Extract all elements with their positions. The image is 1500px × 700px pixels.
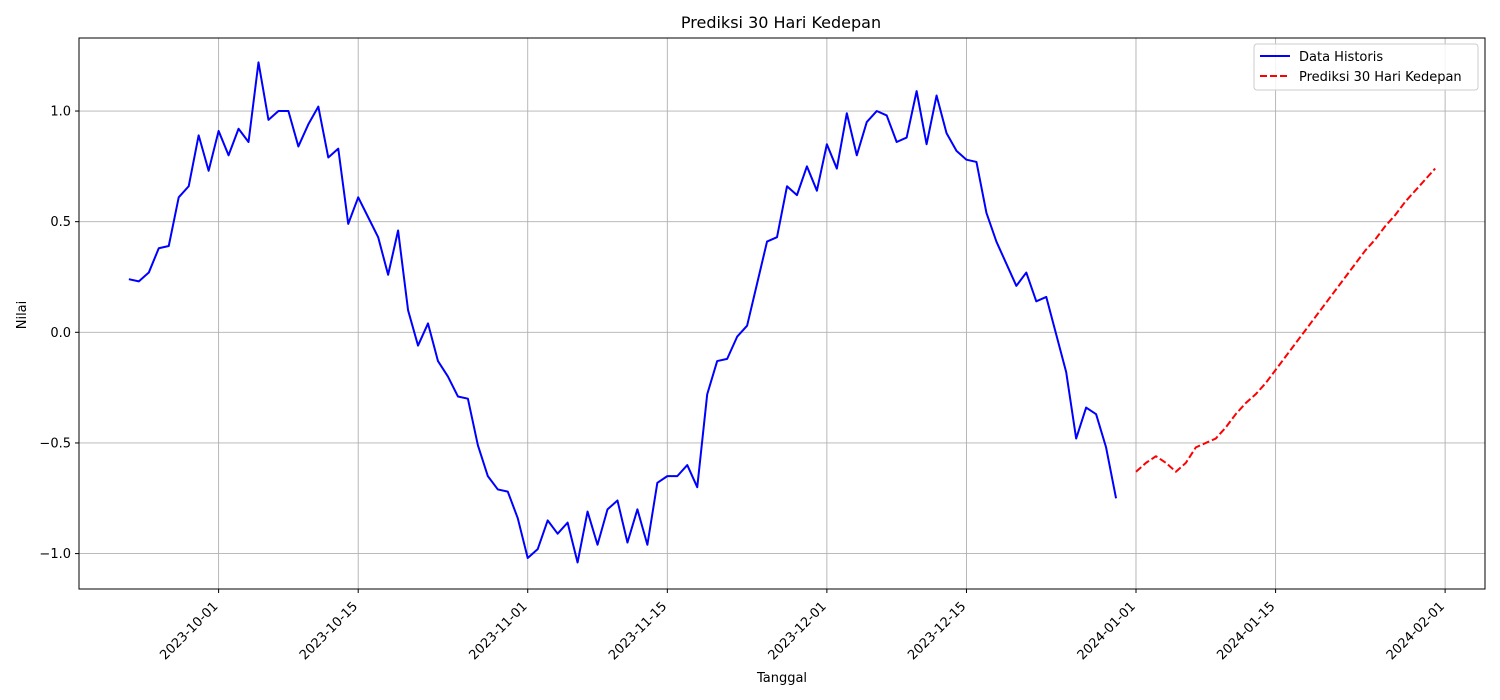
x-tick-label: 2023-12-15 [905, 599, 969, 663]
y-tick-label: 1.0 [50, 105, 71, 120]
legend-label-historical: Data Historis [1299, 50, 1383, 65]
plot-area-frame [78, 37, 1486, 590]
chart-title: Prediksi 30 Hari Kedepan [681, 13, 881, 32]
x-tick-label: 2023-11-15 [606, 599, 670, 663]
y-tick-label: −0.5 [39, 436, 71, 451]
forecast-series-line [1135, 167, 1436, 473]
legend: Data Historis Prediksi 30 Hari Kedepan [1253, 43, 1479, 91]
x-tick-label: 2023-10-01 [157, 599, 221, 663]
y-tick-label: −1.0 [39, 547, 71, 562]
y-axis-title: Nilai [15, 301, 30, 330]
y-tick-label: 0.5 [50, 215, 71, 230]
grid [79, 38, 1485, 589]
x-axis-title: Tanggal [756, 671, 807, 686]
x-tick-label: 2024-01-01 [1075, 599, 1139, 663]
x-tick-label: 2024-01-15 [1214, 599, 1278, 663]
x-tick-label: 2023-12-01 [766, 599, 830, 663]
x-tick-label: 2024-02-01 [1384, 599, 1448, 663]
y-tick-label: 0.0 [50, 326, 71, 341]
y-axis-ticks: −1.0 −0.5 0.0 0.5 1.0 [39, 105, 79, 562]
legend-box [1253, 43, 1479, 91]
legend-label-forecast: Prediksi 30 Hari Kedepan [1299, 70, 1462, 85]
series-layer [128, 61, 1436, 564]
x-axis-ticks: 2023-10-01 2023-10-15 2023-11-01 2023-11-15… [157, 589, 1448, 663]
historical-series-line [128, 61, 1118, 564]
x-tick-label: 2023-11-01 [467, 599, 531, 663]
x-tick-label: 2023-10-15 [297, 599, 361, 663]
